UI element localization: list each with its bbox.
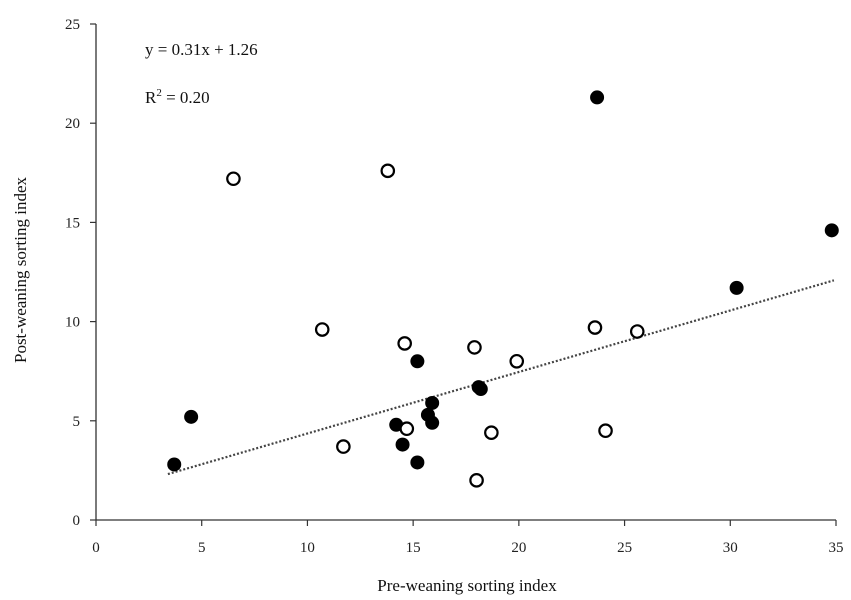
y-tick-label: 10	[65, 315, 80, 331]
open-point	[629, 324, 645, 339]
y-axis-title: Post-weaning sorting index	[11, 176, 30, 363]
x-tick-label: 0	[92, 540, 100, 556]
x-tick-label: 30	[723, 540, 738, 556]
filled-point	[184, 409, 199, 424]
y-tick-label: 0	[73, 513, 81, 529]
x-tick-label: 10	[300, 540, 315, 556]
filled-point	[410, 455, 425, 470]
open-point	[467, 340, 482, 355]
regression-equation: y = 0.31x + 1.26	[145, 40, 258, 59]
filled-point	[395, 437, 410, 452]
y-tick-label: 15	[65, 215, 80, 231]
filled-point	[425, 415, 440, 430]
filled-point	[590, 90, 605, 105]
r-squared-value: = 0.20	[162, 88, 210, 107]
open-point	[397, 336, 412, 351]
open-point	[484, 425, 499, 441]
filled-point	[729, 280, 744, 295]
r-squared-label: R2 = 0.20	[145, 87, 210, 107]
filled-point	[824, 223, 839, 238]
filled-point	[167, 457, 182, 472]
open-point	[509, 353, 525, 369]
data-points	[167, 90, 839, 488]
open-point	[469, 473, 484, 488]
open-point	[399, 421, 415, 437]
open-point	[598, 423, 613, 439]
axes	[95, 24, 836, 521]
x-tick-label: 5	[198, 540, 206, 556]
x-axis-title: Pre-weaning sorting index	[377, 576, 557, 595]
x-tick-label: 20	[511, 540, 526, 556]
y-ticks: 0 5 10 15 20 25	[65, 17, 96, 529]
open-point	[314, 322, 330, 337]
r-squared-prefix: R	[145, 88, 157, 107]
open-point	[226, 171, 241, 187]
x-tick-label: 25	[617, 540, 632, 556]
x-ticks: 0 5 10 15 20 25 30 35	[92, 520, 844, 556]
x-tick-label: 15	[406, 540, 421, 556]
filled-point	[425, 395, 440, 410]
open-point	[587, 320, 603, 335]
y-tick-label: 20	[65, 116, 80, 132]
y-tick-label: 5	[73, 414, 81, 430]
filled-point	[410, 354, 425, 369]
x-tick-label: 35	[829, 540, 844, 556]
trendline-group	[167, 279, 835, 476]
r-squared-superscript: 2	[156, 87, 162, 99]
open-point	[380, 163, 396, 179]
trendline	[167, 279, 835, 476]
open-point	[336, 439, 351, 454]
y-tick-label: 25	[65, 17, 80, 33]
filled-point	[473, 382, 488, 397]
